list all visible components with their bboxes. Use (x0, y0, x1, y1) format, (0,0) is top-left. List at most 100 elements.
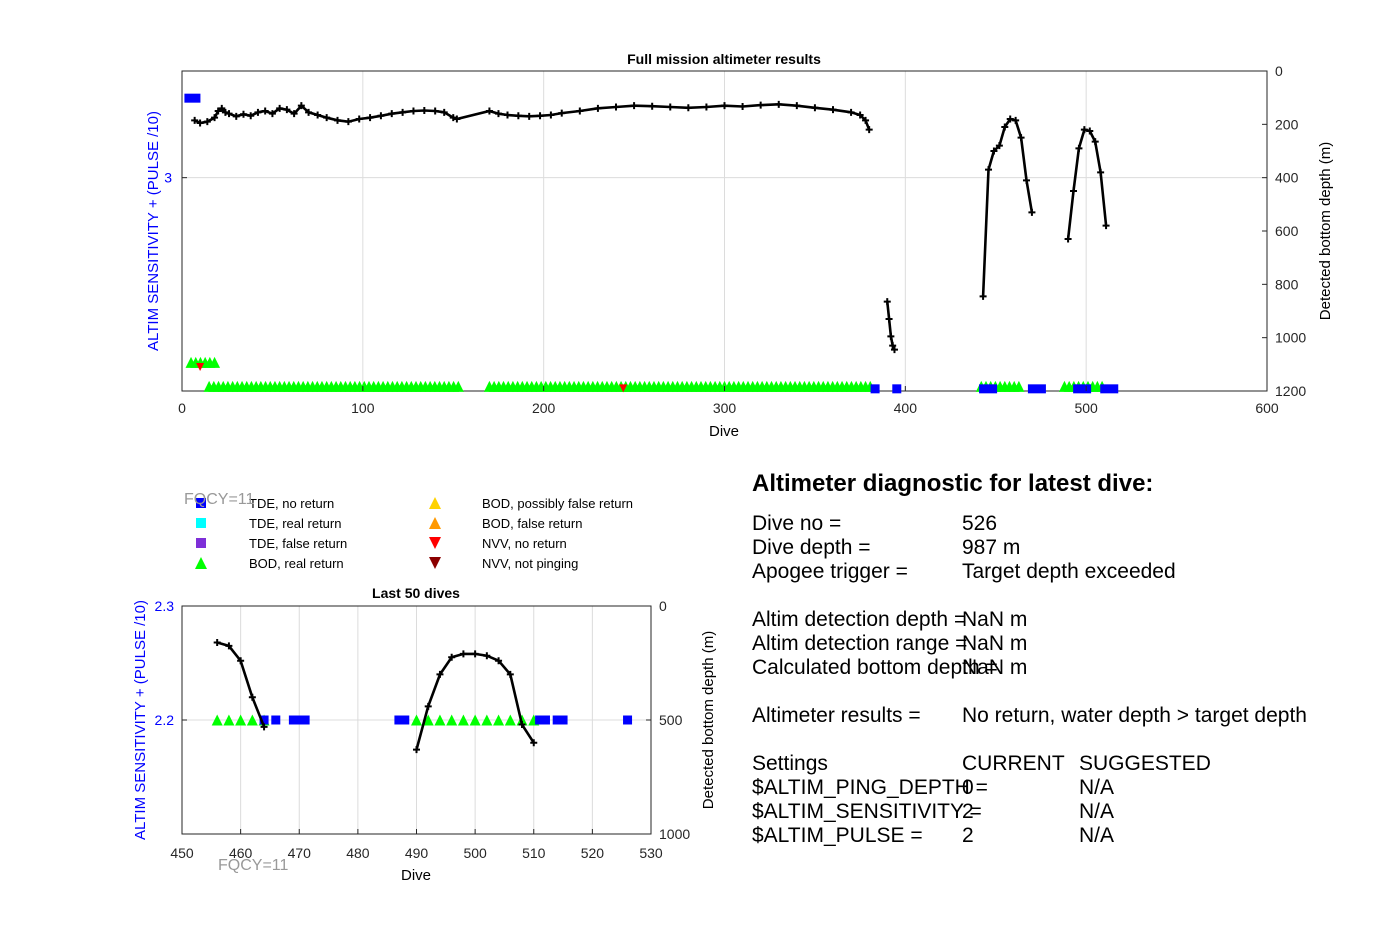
depth-marker (811, 104, 819, 112)
legend-label: NVV, not pinging (482, 556, 578, 571)
pulse-current: 2 (962, 824, 974, 847)
depth-marker (283, 106, 291, 114)
depth-marker (232, 112, 240, 120)
full-yright-tick-label: 600 (1275, 223, 1299, 239)
bod-real-return-marker (209, 356, 221, 368)
bod-real-return-marker (469, 714, 481, 726)
depth-marker (739, 102, 747, 110)
apogee-row: Apogee trigger = Target depth exceeded (752, 560, 1392, 584)
depth-marker (1064, 235, 1072, 243)
depth-marker (1012, 116, 1020, 124)
legend-square-marker (196, 538, 206, 548)
depth-marker (514, 112, 522, 120)
current-header: CURRENT (962, 752, 1065, 775)
ping-depth-suggested: N/A (1079, 776, 1115, 799)
depth-marker (276, 104, 284, 112)
legend-label: NVV, no return (482, 536, 567, 551)
sensitivity-suggested: N/A (1079, 800, 1115, 823)
tde-no-return-marker (1100, 384, 1119, 394)
depth-marker (237, 657, 245, 665)
bod-real-return-marker (246, 714, 258, 726)
depth-marker (630, 102, 638, 110)
tde-no-return-marker (271, 715, 281, 725)
legend-triangle-marker (429, 517, 441, 529)
depth-marker (506, 670, 514, 678)
last50-x-tick-label: 490 (405, 845, 429, 861)
depth-marker (885, 315, 893, 323)
bod-real-return-marker (411, 714, 422, 726)
full-x-tick-label: 400 (894, 400, 918, 416)
last50-yleft-tick-label: 2.2 (155, 712, 175, 728)
last50-x-tick-label: 450 (170, 845, 194, 861)
depth-marker (225, 642, 233, 650)
results-label: Altimeter results = (752, 704, 921, 727)
depth-marker (409, 107, 417, 115)
last50-x-tick-label: 530 (639, 845, 663, 861)
depth-marker (218, 104, 226, 112)
last50-ylabel-left: ALTIM SENSITIVITY + (PULSE /10) (132, 600, 149, 840)
full-yright-tick-label: 200 (1275, 116, 1299, 132)
last50-yright-tick-label: 500 (659, 712, 683, 728)
bod-real-return-marker (446, 714, 458, 726)
legend-square-marker (196, 498, 206, 508)
bod-real-return-marker (481, 714, 493, 726)
nvv-no-return-marker (196, 363, 205, 371)
depth-marker (203, 118, 211, 126)
full-x-tick-label: 100 (351, 400, 375, 416)
full-x-tick-label: 0 (178, 400, 186, 416)
dive-depth-row: Dive depth = 987 m (752, 536, 1392, 560)
bod-real-return-marker (493, 714, 505, 726)
legend-square-marker (196, 518, 206, 528)
depth-marker (483, 652, 491, 660)
depth-marker (1075, 144, 1083, 152)
depth-marker (856, 111, 864, 119)
tde-no-return-marker (552, 715, 562, 725)
detection-depth-value: NaN m (962, 608, 1028, 631)
depth-marker (420, 106, 428, 114)
full-yright-tick-label: 0 (1275, 63, 1283, 79)
depth-marker (191, 116, 199, 124)
tde-no-return-marker (259, 715, 269, 725)
depth-marker (314, 111, 322, 119)
dive-depth-value: 987 m (962, 536, 1021, 559)
depth-marker (413, 746, 420, 754)
depth-marker (495, 657, 503, 665)
depth-marker (775, 100, 783, 108)
tde-no-return-marker (979, 384, 998, 394)
full-mission-ticks: 0 100 200 300 400 500 600 0 200 400 600 800 1000 1200… (164, 63, 1306, 416)
tde-no-return-marker (870, 384, 880, 394)
depth-marker (1091, 138, 1099, 146)
last50-x-tick-label: 470 (288, 845, 312, 861)
depth-marker (323, 114, 331, 122)
depth-marker (648, 102, 656, 110)
depth-marker (213, 638, 221, 646)
sensitivity-current: 2 (962, 800, 974, 823)
settings-label: Settings (752, 752, 828, 775)
dive-no-label: Dive no = (752, 512, 842, 535)
detection-range-row: Altim detection range = NaN m (752, 632, 1392, 656)
bod-real-return-marker (452, 380, 464, 392)
bod-real-return-marker (223, 714, 235, 726)
depth-marker (305, 108, 313, 116)
depth-marker (459, 650, 467, 658)
last50-title: Last 50 dives (372, 585, 460, 601)
tde-no-return-marker (184, 93, 201, 103)
results-value: No return, water depth > target depth (962, 704, 1307, 727)
bod-real-return-marker (504, 714, 516, 726)
tde-no-return-marker (623, 715, 633, 725)
detection-range-value: NaN m (962, 632, 1028, 655)
tde-no-return-marker (1073, 384, 1092, 394)
full-yright-tick-label: 1200 (1275, 383, 1306, 399)
last50-yleft-tick-label: 2.3 (155, 598, 175, 614)
depth-marker (979, 292, 987, 300)
bod-real-return-marker (457, 714, 469, 726)
depth-track-line (1066, 128, 1108, 240)
depth-marker (883, 298, 891, 306)
fqcy-label-top: FQCY=11 (184, 491, 255, 508)
ping-depth-row: $ALTIM_PING_DEPTH = 0 N/A (752, 776, 1392, 800)
suggested-header: SUGGESTED (1079, 752, 1211, 775)
depth-marker (290, 110, 298, 118)
tde-no-return-marker (892, 384, 902, 394)
full-mission-ylabel-left: ALTIM SENSITIVITY + (PULSE /10) (145, 111, 162, 351)
dive-no-value: 526 (962, 512, 998, 535)
